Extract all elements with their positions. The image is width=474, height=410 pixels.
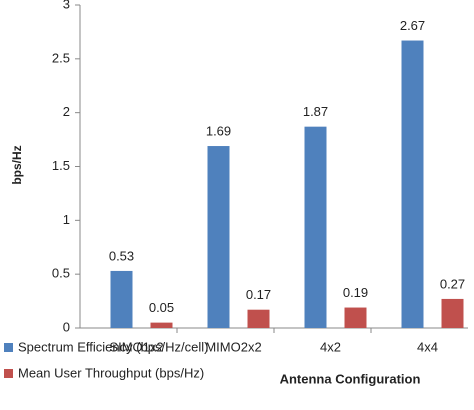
bar	[110, 270, 133, 328]
value-label: 0.27	[440, 276, 465, 291]
bar	[150, 322, 173, 328]
y-tick-label: 0	[63, 319, 70, 334]
value-label: 1.87	[303, 104, 328, 119]
x-tick-label: 4x4	[417, 339, 438, 354]
bar	[344, 307, 367, 328]
value-label: 1.69	[206, 123, 231, 138]
y-tick-label: 1.5	[52, 158, 70, 173]
x-axis-title: Antenna Configuration	[280, 371, 421, 386]
legend-label: Spectrum Efficiency (bps/Hz/cell)	[18, 339, 209, 354]
bar	[441, 298, 464, 328]
value-label: 2.67	[400, 18, 425, 33]
y-tick-label: 3	[63, 0, 70, 11]
y-tick-label: 2	[63, 104, 70, 119]
value-label: 0.53	[109, 248, 134, 263]
legend-swatch	[4, 369, 13, 378]
bar	[304, 126, 327, 328]
value-label: 0.17	[246, 287, 271, 302]
x-tick-label: MIMO2x2	[205, 339, 261, 354]
bar	[401, 40, 424, 328]
legend-swatch	[4, 343, 13, 352]
value-label: 0.19	[343, 285, 368, 300]
y-tick-label: 1	[63, 212, 70, 227]
y-tick-label: 0.5	[52, 266, 70, 281]
legend-label: Mean User Throughput (bps/Hz)	[18, 365, 204, 380]
x-tick-label: SIMO1x2	[109, 339, 163, 354]
y-tick-label: 2.5	[52, 50, 70, 65]
y-axis-title: bps/Hz	[10, 145, 24, 184]
bar	[247, 309, 270, 328]
bar	[207, 146, 230, 328]
value-label: 0.05	[149, 300, 174, 315]
x-tick-label: 4x2	[320, 339, 341, 354]
